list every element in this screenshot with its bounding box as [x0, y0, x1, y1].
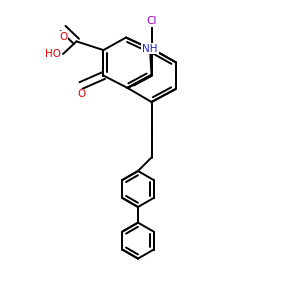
- Text: HO: HO: [46, 49, 62, 59]
- Text: Cl: Cl: [146, 16, 157, 26]
- Text: NH: NH: [142, 44, 158, 54]
- Text: O: O: [77, 89, 85, 99]
- Text: O: O: [59, 32, 67, 41]
